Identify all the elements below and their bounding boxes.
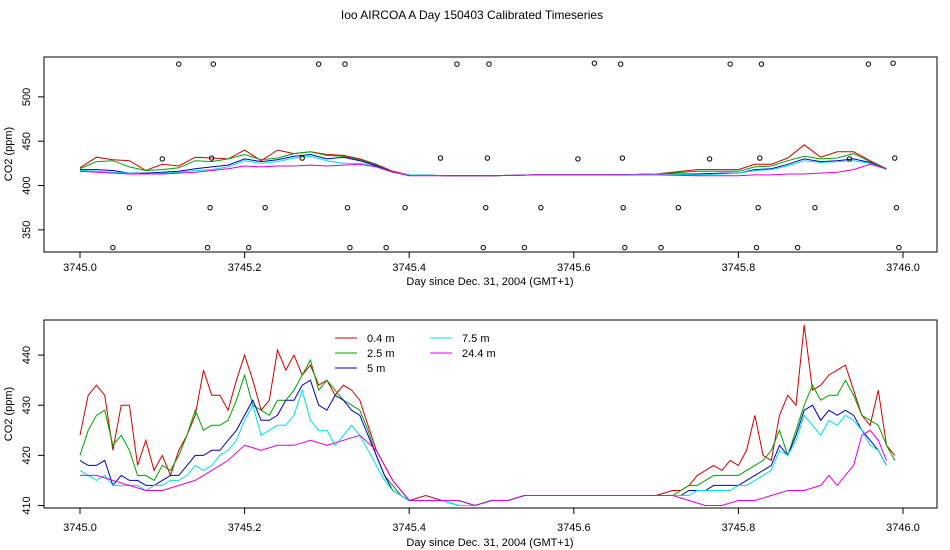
plot-top-xtick-label: 3745.0 bbox=[63, 262, 97, 274]
calibration-point bbox=[437, 155, 444, 161]
plot-bottom-series-line-0-4-m bbox=[79, 324, 896, 507]
calibration-point bbox=[486, 61, 492, 67]
plot-bottom-series-line-2-5-m bbox=[79, 358, 896, 507]
calibration-point bbox=[208, 155, 215, 161]
calibration-point bbox=[315, 61, 322, 67]
calibration-point bbox=[892, 155, 898, 161]
calibration-point bbox=[758, 61, 765, 67]
plot-top-xtick-label: 3745.6 bbox=[557, 262, 591, 274]
plot-top-ytick-label: 400 bbox=[21, 176, 33, 194]
calibration-point bbox=[176, 61, 182, 67]
plot-top-series-line-4 bbox=[79, 163, 887, 177]
plot-bottom-series-line-5-m bbox=[79, 379, 887, 506]
plot-bottom-xtick-label: 3746.0 bbox=[886, 522, 920, 534]
plot-top-xlabel: Day since Dec. 31, 2004 (GMT+1) bbox=[406, 276, 573, 288]
plot-bottom-xtick-label: 3745.8 bbox=[722, 522, 756, 534]
plot-bottom-xlabel: Day since Dec. 31, 2004 (GMT+1) bbox=[406, 537, 573, 549]
plot-bottom-xtick-label: 3745.6 bbox=[557, 522, 591, 534]
legend-label: 2.5 m bbox=[367, 348, 395, 360]
calibration-point bbox=[159, 156, 166, 162]
plot-top-xtick-label: 3745.8 bbox=[722, 262, 756, 274]
calibration-point bbox=[794, 244, 801, 251]
calibration-point bbox=[620, 204, 626, 211]
calibration-point bbox=[812, 204, 818, 211]
plot-top-series-line-0 bbox=[79, 144, 887, 177]
plot-bottom-series-line-7-5-m bbox=[79, 388, 887, 506]
calibration-point bbox=[890, 60, 896, 66]
plot-bottom: 3745.0 3745.2 3745.4 3745.6 3745.8 3746.0 410… bbox=[3, 319, 938, 549]
calibration-point bbox=[846, 156, 853, 162]
calibration-point bbox=[246, 244, 252, 251]
plot-top-ytick-label: 500 bbox=[21, 88, 33, 106]
calibration-point bbox=[865, 61, 872, 67]
calibration-point bbox=[622, 244, 628, 251]
calibration-point bbox=[658, 244, 664, 251]
calibration-point bbox=[896, 244, 902, 251]
plot-bottom-ytick-label: 420 bbox=[21, 446, 33, 464]
plot-top-ytick-label: 350 bbox=[21, 221, 33, 239]
plot-bottom-xtick-label: 3745.4 bbox=[392, 522, 426, 534]
calibration-point bbox=[454, 61, 460, 67]
calibration-point bbox=[110, 244, 116, 251]
calibration-point bbox=[483, 204, 489, 211]
calibration-point bbox=[575, 156, 581, 162]
legend-label: 7.5 m bbox=[462, 333, 490, 345]
plot-top: 3745.0 3745.2 3745.4 3745.6 3745.8 3746.0 350… bbox=[3, 56, 938, 288]
calibration-point bbox=[675, 204, 682, 211]
plot-bottom-xtick-label: 3745.2 bbox=[228, 522, 262, 534]
plot-top-xtick-label: 3745.4 bbox=[392, 262, 426, 274]
plot-bottom-ytick-label: 430 bbox=[21, 396, 33, 414]
calibration-point bbox=[538, 204, 544, 211]
plot-bottom-ytick-label: 410 bbox=[21, 496, 33, 514]
legend-label: 0.4 m bbox=[367, 333, 395, 345]
legend: 0.4 m 2.5 m 5 m 7.5 m 24.4 m bbox=[335, 333, 496, 375]
calibration-point bbox=[210, 61, 217, 67]
plot-bottom-series-line-24-4-m bbox=[80, 429, 887, 507]
calibration-point bbox=[521, 244, 528, 251]
calibration-point bbox=[204, 244, 211, 251]
main-title: Ioo AIRCOA A Day 150403 Calibrated Times… bbox=[341, 8, 603, 22]
calibration-point bbox=[755, 204, 761, 211]
calibration-point bbox=[342, 61, 348, 67]
plot-top-xtick-label: 3745.2 bbox=[228, 262, 262, 274]
calibration-point bbox=[753, 244, 760, 251]
calibration-point bbox=[402, 204, 408, 211]
calibration-point bbox=[299, 155, 305, 161]
plot-top-xtick-label: 3746.0 bbox=[886, 262, 920, 274]
calibration-point bbox=[619, 155, 626, 161]
plot-bottom-frame bbox=[43, 319, 938, 509]
calibration-point bbox=[383, 244, 389, 251]
plot-top-frame bbox=[43, 56, 938, 253]
calibration-point bbox=[207, 204, 213, 211]
calibration-point bbox=[893, 204, 900, 211]
plot-bottom-ytick-label: 440 bbox=[21, 346, 33, 364]
legend-label: 24.4 m bbox=[462, 348, 496, 360]
calibration-point bbox=[480, 244, 486, 251]
calibration-point bbox=[126, 204, 133, 211]
calibration-point bbox=[618, 61, 624, 67]
calibration-point bbox=[727, 61, 733, 67]
legend-label: 5 m bbox=[367, 363, 385, 375]
calibration-point bbox=[347, 244, 353, 251]
plot-bottom-xtick-label: 3745.0 bbox=[63, 522, 97, 534]
plot-bottom-ylabel: CO2 (ppm) bbox=[3, 387, 15, 441]
plot-top-ylabel: CO2 (ppm) bbox=[3, 127, 15, 181]
calibration-point bbox=[757, 155, 763, 161]
calibration-point bbox=[262, 204, 268, 211]
calibration-point bbox=[484, 155, 491, 161]
calibration-point bbox=[344, 204, 351, 211]
calibration-point bbox=[591, 60, 598, 66]
calibration-point bbox=[706, 156, 713, 162]
plot-top-ytick-label: 450 bbox=[21, 132, 33, 150]
